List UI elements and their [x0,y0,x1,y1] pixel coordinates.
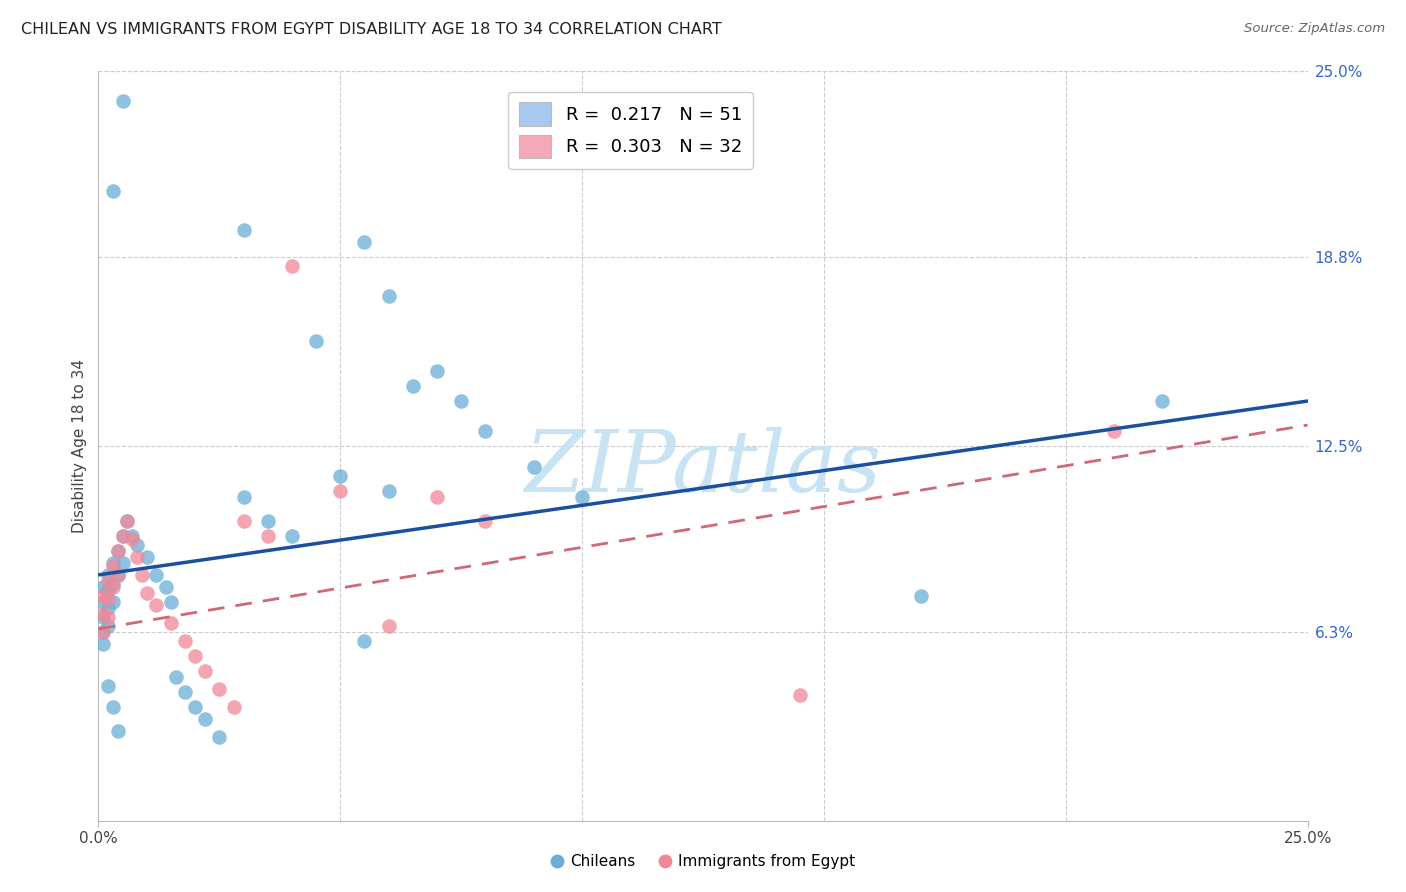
Point [107,544,129,558]
Point [789,688,811,702]
Point [194,712,217,726]
Text: ZIPatlas: ZIPatlas [524,427,882,510]
Point [91,580,114,594]
Point [91,595,114,609]
Point [127,549,149,564]
Point [117,514,139,528]
Point [155,580,177,594]
Point [174,685,197,699]
Point [91,610,114,624]
Point [222,699,245,714]
Point [402,379,425,393]
Point [91,637,114,651]
Point [426,490,449,504]
Point [121,532,143,546]
Point [353,235,375,250]
Point [281,259,304,273]
Point [101,699,124,714]
Point [101,558,124,573]
Point [377,483,399,498]
Point [256,529,278,543]
Point [232,223,254,237]
Point [97,679,120,693]
Point [91,589,114,603]
Point [101,184,124,198]
Text: CHILEAN VS IMMIGRANTS FROM EGYPT DISABILITY AGE 18 TO 34 CORRELATION CHART: CHILEAN VS IMMIGRANTS FROM EGYPT DISABIL… [21,22,721,37]
Point [256,514,278,528]
Point [135,586,157,600]
Point [97,591,120,606]
Point [97,610,120,624]
Text: Source: ZipAtlas.com: Source: ZipAtlas.com [1244,22,1385,36]
Legend: Chileans, Immigrants from Egypt: Chileans, Immigrants from Egypt [544,848,862,875]
Point [329,469,352,483]
Point [97,582,120,597]
Point [91,607,114,621]
Point [135,549,157,564]
Point [145,598,167,612]
Point [97,574,120,588]
Point [474,424,496,438]
Point [101,556,124,570]
Point [571,490,593,504]
Point [910,589,932,603]
Point [353,633,375,648]
Point [160,595,183,609]
Point [184,699,207,714]
Point [523,460,546,475]
Point [107,723,129,738]
Point [111,529,134,543]
Point [377,619,399,633]
Point [450,394,472,409]
Point [117,514,139,528]
Point [127,538,149,552]
Point [145,567,167,582]
Point [107,567,129,582]
Point [107,544,129,558]
Point [97,600,120,615]
Point [184,648,207,663]
Point [97,619,120,633]
Point [91,624,114,639]
Point [160,615,183,630]
Point [131,567,153,582]
Point [329,483,352,498]
Point [111,529,134,543]
Point [232,490,254,504]
Point [101,595,124,609]
Point [101,577,124,591]
Legend: R =  0.217   N = 51, R =  0.303   N = 32: R = 0.217 N = 51, R = 0.303 N = 32 [508,92,752,169]
Point [281,529,304,543]
Point [111,556,134,570]
Point [474,514,496,528]
Point [1152,394,1174,409]
Point [377,289,399,303]
Point [97,567,120,582]
Point [174,633,197,648]
Point [165,670,187,684]
Point [111,95,134,109]
Point [208,681,231,696]
Y-axis label: Disability Age 18 to 34: Disability Age 18 to 34 [72,359,87,533]
Point [107,567,129,582]
Point [1102,424,1125,438]
Point [426,364,449,378]
Point [232,514,254,528]
Point [194,664,217,678]
Point [121,529,143,543]
Point [208,730,231,744]
Point [101,580,124,594]
Point [91,624,114,639]
Point [305,334,328,348]
